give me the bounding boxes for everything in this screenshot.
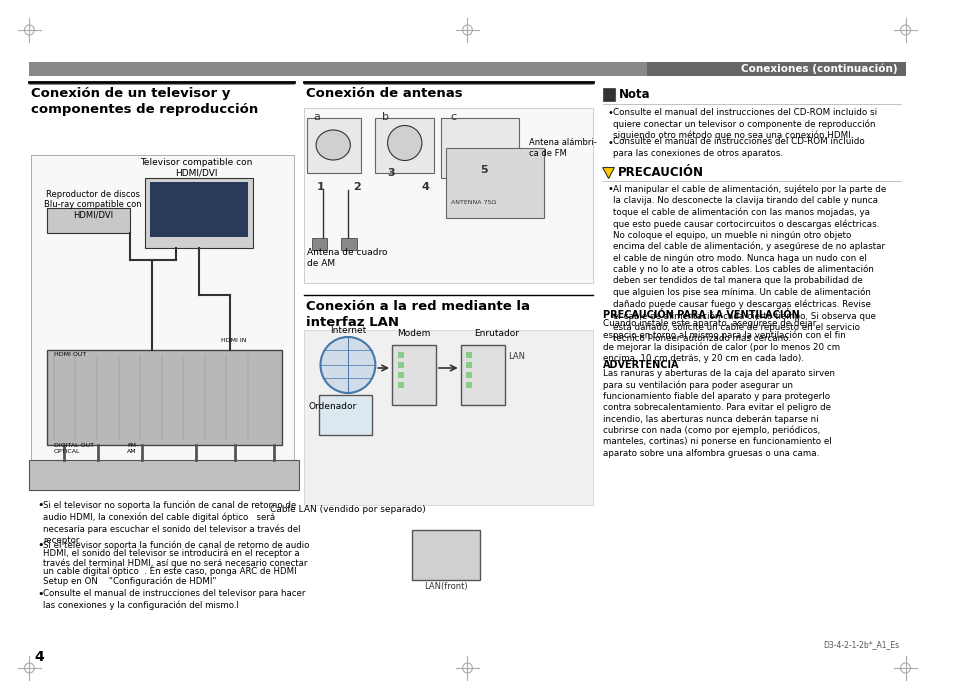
Ellipse shape xyxy=(387,126,421,161)
Text: HDMI OUT: HDMI OUT xyxy=(54,352,86,357)
Text: 3: 3 xyxy=(387,168,395,178)
Text: Antena de cuadro
de AM: Antena de cuadro de AM xyxy=(307,248,387,268)
Bar xyxy=(47,208,131,233)
Text: un cable digital óptico  . En este caso, ponga ARC de HDMI: un cable digital óptico . En este caso, … xyxy=(43,567,296,577)
Bar xyxy=(397,372,403,378)
Bar xyxy=(411,530,479,580)
Text: 4: 4 xyxy=(421,182,429,192)
Text: Conexión a la red mediante la
interfaz LAN: Conexión a la red mediante la interfaz L… xyxy=(306,300,529,329)
Text: Cable LAN (vendido por separado): Cable LAN (vendido por separado) xyxy=(270,505,425,514)
Bar xyxy=(150,182,248,237)
Text: •: • xyxy=(607,138,613,147)
Text: •: • xyxy=(37,589,44,599)
Bar xyxy=(30,460,298,490)
Text: Antena alámbri-
ca de FM: Antena alámbri- ca de FM xyxy=(529,138,597,158)
Bar xyxy=(307,118,360,173)
Text: •: • xyxy=(37,500,44,510)
Bar xyxy=(466,352,472,358)
Text: a: a xyxy=(314,112,320,122)
Text: LAN(front): LAN(front) xyxy=(424,582,467,591)
Text: Al manipular el cable de alimentación, sujételo por la parte de
la clavija. No d: Al manipular el cable de alimentación, s… xyxy=(613,184,886,343)
Text: b: b xyxy=(382,112,389,122)
Text: •: • xyxy=(37,540,44,550)
Text: Las ranuras y aberturas de la caja del aparato sirven
para su ventilación para p: Las ranuras y aberturas de la caja del a… xyxy=(602,369,834,457)
Polygon shape xyxy=(602,168,614,179)
Bar xyxy=(440,118,518,178)
Text: Modem: Modem xyxy=(396,329,430,338)
Text: c: c xyxy=(451,112,456,122)
Bar xyxy=(466,382,472,388)
Text: Si el televisor no soporta la función de canal de retorno de
audio HDMI, la cone: Si el televisor no soporta la función de… xyxy=(43,500,300,545)
Text: HDMI, el sonido del televisor se introducirá en el receptor a: HDMI, el sonido del televisor se introdu… xyxy=(43,549,299,558)
Circle shape xyxy=(320,337,375,393)
Text: Reproductor de discos
Blu-ray compatible con
HDMI/DVI: Reproductor de discos Blu-ray compatible… xyxy=(44,190,142,220)
Text: Consulte el manual de instrucciones del televisor para hacer
las conexiones y la: Consulte el manual de instrucciones del … xyxy=(43,589,305,610)
Text: Ordenador: Ordenador xyxy=(309,402,356,411)
Bar xyxy=(466,362,472,368)
Bar xyxy=(145,178,253,248)
Bar xyxy=(30,62,904,76)
Bar xyxy=(145,178,253,248)
Bar xyxy=(397,352,403,358)
Text: PRECAUCIÓN PARA LA VENTILACIÓN: PRECAUCIÓN PARA LA VENTILACIÓN xyxy=(602,309,799,320)
Ellipse shape xyxy=(315,130,350,160)
Bar xyxy=(31,155,294,465)
Text: HDMI IN: HDMI IN xyxy=(220,338,246,343)
Text: LAN: LAN xyxy=(507,352,524,361)
Text: Enrutador: Enrutador xyxy=(474,329,518,338)
Text: Internet: Internet xyxy=(330,326,366,335)
Bar xyxy=(31,155,294,465)
Bar xyxy=(303,330,593,505)
Bar xyxy=(303,108,593,283)
Bar xyxy=(312,238,327,250)
Bar xyxy=(318,395,372,435)
Bar xyxy=(392,345,436,405)
Text: Si el televisor soporta la función de canal de retorno de audio: Si el televisor soporta la función de ca… xyxy=(43,540,309,549)
Bar xyxy=(397,382,403,388)
Bar xyxy=(646,62,904,76)
Text: ADVERTENCIA: ADVERTENCIA xyxy=(602,359,679,369)
Text: Conexiones (continuación): Conexiones (continuación) xyxy=(740,63,897,73)
Bar xyxy=(445,148,543,218)
Bar xyxy=(47,208,131,233)
Text: DIGITAL OUT
OPTICAL: DIGITAL OUT OPTICAL xyxy=(54,443,93,454)
Text: Televisor compatible con
HDMI/DVI: Televisor compatible con HDMI/DVI xyxy=(140,158,252,177)
Text: 1: 1 xyxy=(316,182,324,192)
Bar xyxy=(466,372,472,378)
Text: Nota: Nota xyxy=(618,88,649,101)
Text: Cuando instale este aparato, asegúrese de dejar
espacio en torno al mismo para l: Cuando instale este aparato, asegúrese d… xyxy=(602,320,844,363)
Bar xyxy=(31,155,294,465)
Text: •: • xyxy=(607,184,613,195)
Bar xyxy=(47,350,282,445)
Bar xyxy=(340,238,356,250)
Text: FM
AM: FM AM xyxy=(128,443,137,454)
Text: Consulte el manual del instrucciones del CD-ROM incluido si
quiere conectar un t: Consulte el manual del instrucciones del… xyxy=(613,108,877,140)
Bar xyxy=(460,345,504,405)
Text: 2: 2 xyxy=(353,182,360,192)
Bar xyxy=(397,362,403,368)
Text: Conexión de un televisor y
componentes de reproducción: Conexión de un televisor y componentes d… xyxy=(31,87,258,116)
Text: •: • xyxy=(607,108,613,118)
Bar xyxy=(602,88,615,101)
Text: través del terminal HDMI, así que no será necesario conectar: través del terminal HDMI, así que no ser… xyxy=(43,558,307,567)
Text: ANTENNA 75Ω: ANTENNA 75Ω xyxy=(451,200,496,205)
Text: 5: 5 xyxy=(479,165,487,175)
Text: D3-4-2-1-2b*_A1_Es: D3-4-2-1-2b*_A1_Es xyxy=(822,640,899,649)
Text: Setup en ON    "Configuración de HDMI": Setup en ON "Configuración de HDMI" xyxy=(43,576,216,586)
Text: Consulte el manual de instrucciones del CD-ROM incluido
para las conexiones de o: Consulte el manual de instrucciones del … xyxy=(613,138,864,158)
Text: Conexión de antenas: Conexión de antenas xyxy=(306,87,462,100)
Text: 4: 4 xyxy=(34,650,44,664)
Bar xyxy=(375,118,434,173)
Text: PRECAUCIÓN: PRECAUCIÓN xyxy=(617,167,702,179)
